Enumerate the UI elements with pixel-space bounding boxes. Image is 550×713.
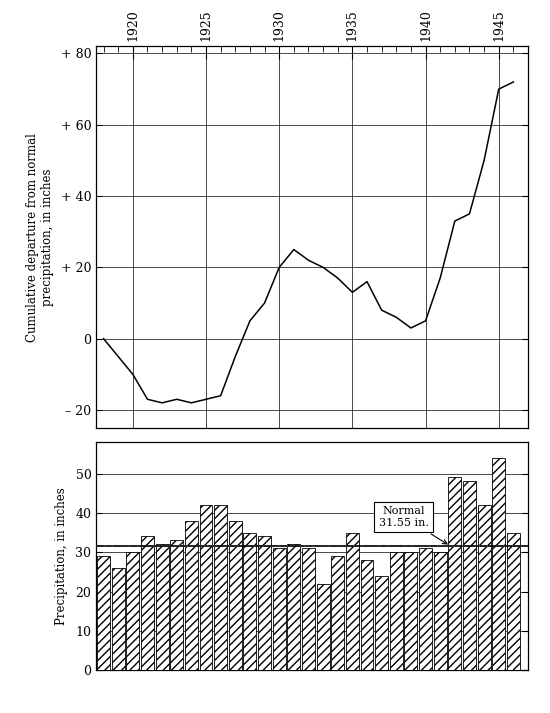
- Bar: [317, 584, 329, 670]
- Bar: [507, 533, 520, 670]
- Bar: [126, 552, 139, 670]
- Y-axis label: Cumulative departure from normal
precipitation, in inches: Cumulative departure from normal precipi…: [26, 133, 54, 342]
- Bar: [361, 560, 373, 670]
- Bar: [434, 552, 447, 670]
- Bar: [302, 548, 315, 670]
- Bar: [185, 520, 198, 670]
- Bar: [288, 544, 300, 670]
- Bar: [214, 505, 227, 670]
- Text: Normal
31.55 in.: Normal 31.55 in.: [378, 506, 447, 544]
- Bar: [492, 458, 505, 670]
- Bar: [112, 568, 125, 670]
- Bar: [404, 552, 417, 670]
- Bar: [244, 533, 256, 670]
- Bar: [390, 552, 403, 670]
- Bar: [419, 548, 432, 670]
- Bar: [200, 505, 212, 670]
- Bar: [156, 544, 168, 670]
- Bar: [331, 556, 344, 670]
- Bar: [97, 556, 110, 670]
- Bar: [229, 520, 242, 670]
- Bar: [477, 505, 491, 670]
- Bar: [273, 548, 285, 670]
- Y-axis label: Precipitation, in inches: Precipitation, in inches: [56, 487, 68, 625]
- Bar: [463, 481, 476, 670]
- Bar: [170, 540, 183, 670]
- Bar: [346, 533, 359, 670]
- Bar: [448, 478, 461, 670]
- Bar: [375, 576, 388, 670]
- Bar: [141, 536, 154, 670]
- Bar: [258, 536, 271, 670]
